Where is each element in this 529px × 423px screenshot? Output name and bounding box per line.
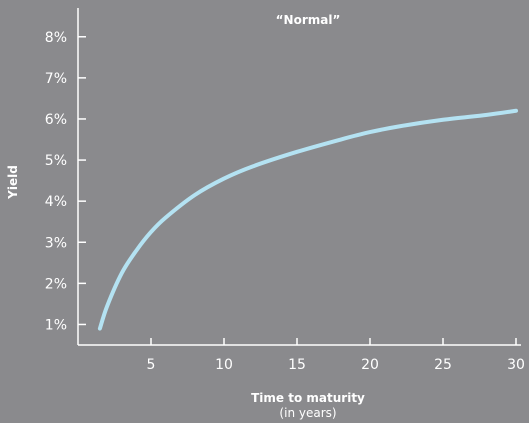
y-tick-label: 8%: [45, 30, 67, 46]
y-tick-label: 3%: [45, 235, 67, 251]
x-tick-label: 30: [507, 357, 525, 373]
y-ticks: 1% 2% 3% 4% 5% 6% 7% 8%: [45, 30, 86, 333]
x-tick-label: 10: [215, 357, 233, 373]
x-tick-label: 25: [434, 357, 452, 373]
y-axis-title: Yield: [6, 165, 20, 200]
chart-title: “Normal”: [276, 13, 341, 27]
y-tick-label: 1%: [45, 317, 67, 333]
x-ticks: 5 10 15 20 25 30: [147, 338, 525, 373]
x-tick-label: 5: [147, 357, 156, 373]
y-tick-label: 2%: [45, 276, 67, 292]
y-tick-label: 7%: [45, 71, 67, 87]
axes: [77, 8, 521, 346]
y-tick-label: 5%: [45, 153, 67, 169]
x-tick-label: 20: [361, 357, 379, 373]
x-axis-title: Time to maturity: [251, 391, 365, 405]
series-line-yield: [97, 108, 518, 331]
y-tick-label: 4%: [45, 194, 67, 210]
y-tick-label: 6%: [45, 112, 67, 128]
x-axis-subtitle: (in years): [279, 406, 336, 420]
x-tick-label: 15: [288, 357, 306, 373]
